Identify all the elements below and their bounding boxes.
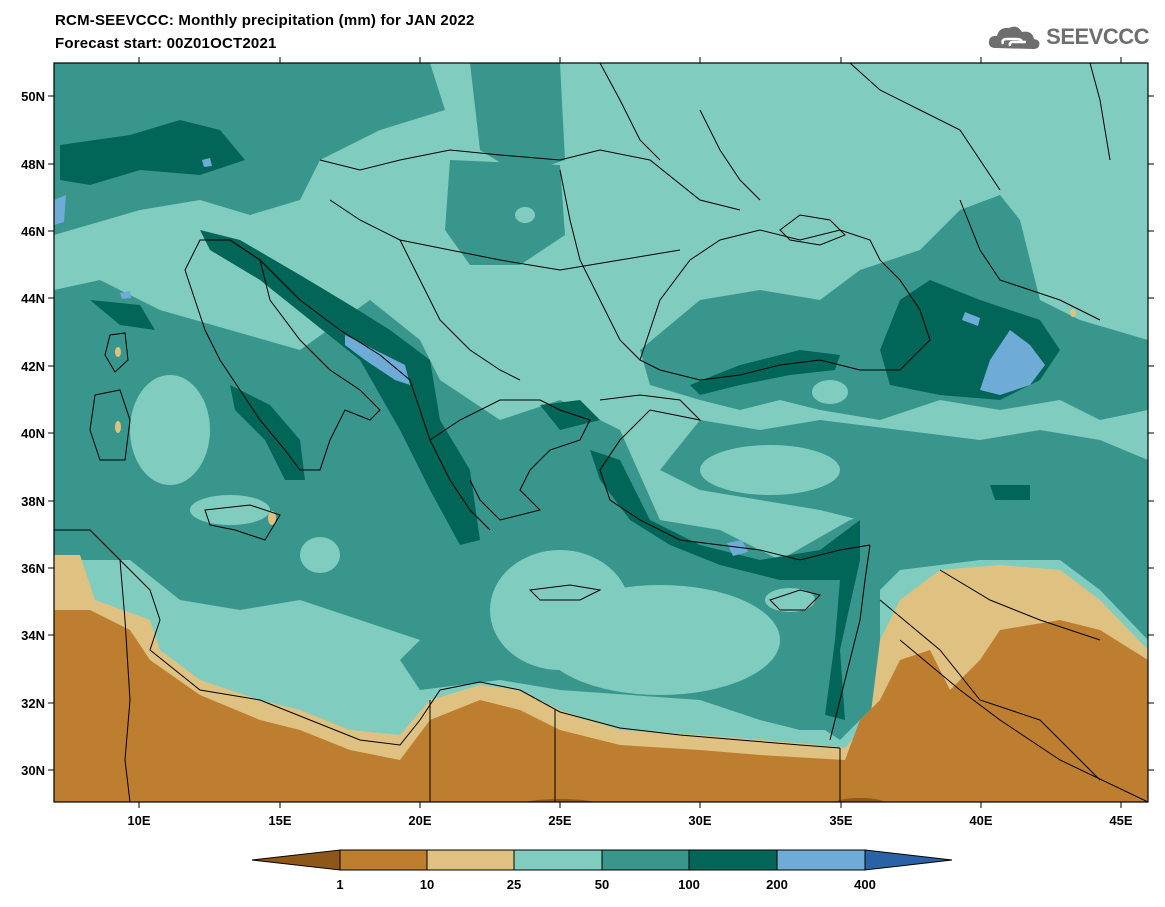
lon-label: 20E: [408, 813, 431, 828]
lon-label: 35E: [829, 813, 852, 828]
precipitation-map: [54, 63, 1148, 802]
colorbar-label: 200: [766, 877, 788, 892]
seevccc-logo: SEEVCCC: [986, 22, 1149, 52]
coastlines-and-borders: [54, 63, 1148, 802]
map-title: RCM-SEEVCCC: Monthly precipitation (mm) …: [55, 12, 475, 29]
colorbar-label: 400: [854, 877, 876, 892]
lat-label: 48N: [21, 157, 45, 172]
latitude-axis: 50N 48N 46N 44N 42N 40N 38N 36N 34N 32N …: [21, 89, 1154, 778]
lat-label: 34N: [21, 628, 45, 643]
lat-label: 50N: [21, 89, 45, 104]
colorbar-bin-25-50: [513, 849, 603, 871]
lat-label: 32N: [21, 696, 45, 711]
lat-label: 38N: [21, 494, 45, 509]
longitude-axis: 10E 15E 20E 25E 30E 35E 40E 45E: [127, 57, 1133, 828]
lon-label: 25E: [548, 813, 571, 828]
colorbar-bin-1-10: [339, 849, 428, 871]
forecast-start-label: Forecast start: 00Z01OCT2021: [55, 35, 277, 52]
colorbar-label: 50: [595, 877, 609, 892]
lat-label: 44N: [21, 291, 45, 306]
colorbar-bin-100-200: [688, 849, 778, 871]
colorbar-label: 1: [336, 877, 343, 892]
precip-1-10-areas: [54, 610, 1148, 802]
lat-label: 42N: [21, 359, 45, 374]
lon-label: 45E: [1109, 813, 1132, 828]
lon-label: 30E: [688, 813, 711, 828]
lat-label: 36N: [21, 561, 45, 576]
lon-label: 40E: [969, 813, 992, 828]
colorbar-upper-arrow: [864, 849, 953, 871]
lat-label: 40N: [21, 426, 45, 441]
precip-200-400-areas: [54, 158, 1045, 556]
colorbar-lower-arrow: [251, 849, 341, 871]
colorbar-bin-50-100: [601, 849, 690, 871]
colorbar-bin-200-400: [776, 849, 866, 871]
lon-label: 15E: [268, 813, 291, 828]
colorbar: 1 10 25 50 100 200 400: [251, 849, 953, 892]
lon-label: 10E: [127, 813, 150, 828]
lat-label: 30N: [21, 763, 45, 778]
colorbar-bin-10-25: [426, 849, 515, 871]
colorbar-label: 10: [420, 877, 434, 892]
logo-text: SEEVCCC: [1046, 24, 1149, 49]
colorbar-label: 100: [678, 877, 700, 892]
precip-25-50-pockets: [130, 207, 848, 695]
precip-below-1-areas: [525, 798, 885, 802]
colorbar-label: 25: [507, 877, 521, 892]
cloud-logo-icon: [989, 26, 1040, 49]
lat-label: 46N: [21, 224, 45, 239]
